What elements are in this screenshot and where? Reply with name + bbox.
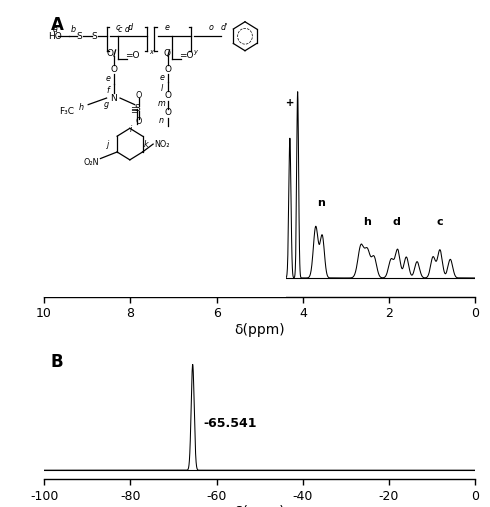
Text: n: n	[317, 198, 325, 208]
Text: -65.541: -65.541	[204, 417, 257, 430]
Text: e
o: e o	[254, 212, 261, 234]
Text: l: l	[161, 84, 163, 93]
Text: S: S	[134, 104, 140, 113]
Text: O: O	[136, 117, 143, 126]
Text: c: c	[437, 216, 443, 227]
Text: =O: =O	[125, 52, 140, 60]
Text: A: A	[50, 16, 63, 34]
Text: a: a	[53, 25, 57, 34]
Text: o: o	[208, 22, 213, 31]
Text: CDCl₃: CDCl₃	[193, 216, 227, 227]
Text: F₃C: F₃C	[59, 106, 74, 116]
Text: a+b+f+
g+m: a+b+f+ g+m	[249, 98, 294, 120]
Text: O: O	[164, 64, 171, 74]
Text: k: k	[144, 139, 148, 149]
Bar	[44, 10, 286, 297]
Text: m: m	[158, 99, 166, 108]
Text: j+k: j+k	[92, 224, 113, 234]
Text: j: j	[107, 139, 109, 149]
Text: e: e	[164, 22, 169, 31]
Text: d: d	[393, 216, 401, 227]
Text: g: g	[104, 100, 109, 109]
Text: i: i	[130, 125, 132, 134]
Text: e: e	[159, 73, 164, 82]
Text: h: h	[78, 103, 83, 112]
Text: O: O	[163, 49, 170, 58]
Text: c d: c d	[118, 25, 130, 34]
Text: S: S	[77, 32, 82, 41]
Text: O: O	[136, 91, 143, 100]
Text: NO₂: NO₂	[154, 139, 170, 149]
Text: O: O	[164, 108, 171, 117]
X-axis label: δ(ppm): δ(ppm)	[234, 323, 285, 337]
Text: S: S	[92, 32, 97, 41]
Text: d: d	[127, 22, 132, 31]
Text: y: y	[194, 49, 197, 55]
Text: b: b	[71, 25, 75, 34]
Text: =: =	[130, 104, 137, 113]
Text: i: i	[139, 224, 143, 234]
Text: O: O	[107, 49, 114, 58]
Text: h: h	[363, 216, 370, 227]
Text: HO: HO	[48, 32, 62, 41]
Text: =O: =O	[179, 52, 194, 60]
Text: c: c	[116, 22, 120, 31]
Text: B: B	[50, 353, 63, 371]
Text: O₂N: O₂N	[84, 158, 99, 167]
Text: f: f	[106, 86, 109, 95]
Text: O: O	[110, 64, 118, 74]
Text: =: =	[130, 106, 137, 116]
Text: x: x	[149, 49, 153, 55]
Text: O: O	[164, 91, 171, 100]
Text: e: e	[105, 74, 110, 83]
Text: d': d'	[220, 22, 228, 31]
X-axis label: δ(ppm): δ(ppm)	[234, 505, 285, 507]
Text: N: N	[111, 94, 117, 102]
Text: n: n	[159, 116, 164, 125]
